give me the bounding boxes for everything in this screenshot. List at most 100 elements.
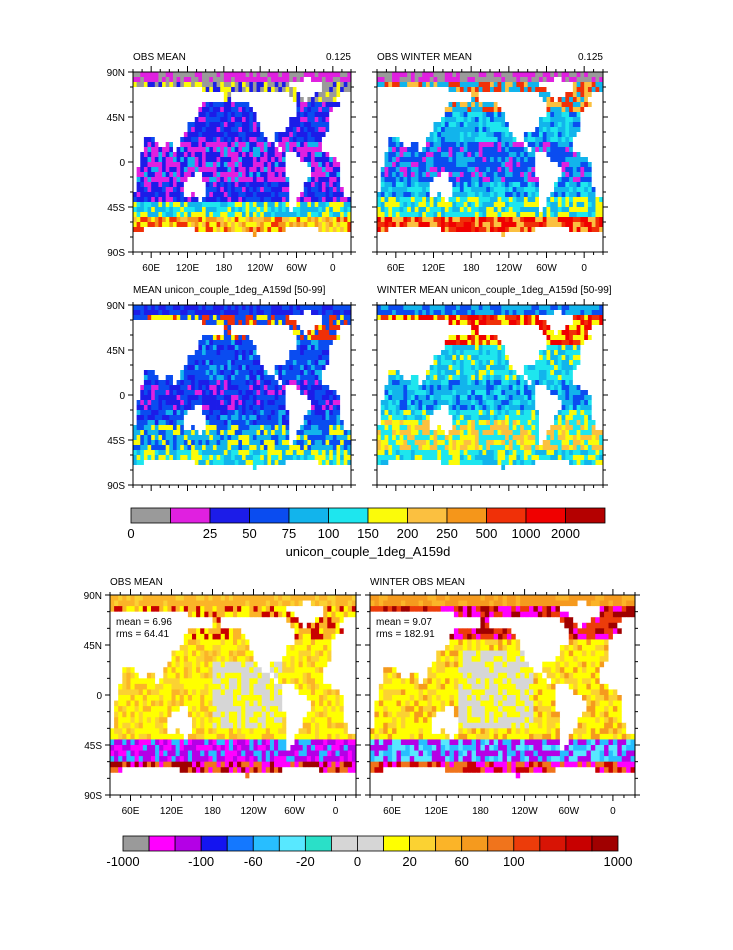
field-cell bbox=[547, 177, 551, 182]
field-cell bbox=[486, 157, 490, 162]
field-cell bbox=[547, 122, 551, 127]
field-cell bbox=[573, 227, 577, 232]
lon-tick-label: 60W bbox=[536, 263, 557, 274]
field-cell bbox=[520, 162, 524, 167]
field-cell bbox=[505, 117, 509, 122]
field-cell bbox=[418, 197, 422, 202]
field-cell bbox=[267, 237, 271, 242]
field-cell bbox=[275, 117, 279, 122]
field-cell bbox=[209, 207, 213, 212]
field-cell bbox=[445, 82, 449, 87]
field-cell bbox=[396, 177, 400, 182]
field-cell bbox=[227, 102, 231, 107]
field-cell bbox=[173, 72, 177, 77]
field-cell bbox=[547, 82, 551, 87]
field-cell bbox=[418, 242, 422, 247]
field-cell bbox=[151, 147, 155, 152]
field-cell bbox=[588, 172, 592, 177]
field-cell bbox=[501, 202, 505, 207]
field-cell bbox=[434, 122, 438, 127]
field-cell bbox=[452, 222, 456, 227]
field-cell bbox=[577, 192, 581, 197]
field-cell bbox=[144, 315, 148, 320]
field-cell bbox=[434, 117, 438, 122]
field-cell bbox=[253, 132, 257, 137]
field-cell bbox=[554, 112, 558, 117]
field-cell bbox=[501, 197, 505, 202]
field-cell bbox=[235, 232, 239, 237]
field-cell bbox=[133, 87, 137, 92]
field-cell bbox=[403, 172, 407, 177]
field-cell bbox=[322, 107, 326, 112]
field-cell bbox=[524, 132, 528, 137]
field-cell bbox=[415, 72, 419, 77]
field-cell bbox=[396, 167, 400, 172]
field-cell bbox=[304, 305, 308, 310]
field-cell bbox=[509, 227, 513, 232]
field-cell bbox=[452, 102, 456, 107]
field-cell bbox=[464, 132, 468, 137]
field-cell bbox=[209, 237, 213, 242]
field-cell bbox=[173, 97, 177, 102]
field-cell bbox=[524, 127, 528, 132]
field-cell bbox=[206, 340, 210, 345]
field-cell bbox=[509, 132, 513, 137]
field-cell bbox=[407, 122, 411, 127]
field-cell bbox=[452, 132, 456, 137]
field-cell bbox=[198, 77, 202, 82]
field-cell bbox=[257, 197, 261, 202]
field-cell bbox=[238, 320, 242, 325]
field-cell bbox=[426, 97, 430, 102]
field-cell bbox=[137, 335, 141, 340]
field-cell bbox=[238, 142, 242, 147]
field-cell bbox=[392, 137, 396, 142]
field-cell bbox=[535, 162, 539, 167]
field-cell bbox=[198, 305, 202, 310]
field-cell bbox=[516, 97, 520, 102]
field-cell bbox=[278, 87, 282, 92]
field-cell bbox=[315, 222, 319, 227]
field-cell bbox=[307, 325, 311, 330]
field-cell bbox=[524, 187, 528, 192]
field-cell bbox=[516, 87, 520, 92]
field-cell bbox=[242, 107, 246, 112]
field-cell bbox=[524, 177, 528, 182]
field-cell bbox=[278, 340, 282, 345]
field-cell bbox=[140, 167, 144, 172]
field-cell bbox=[184, 305, 188, 310]
field-cell bbox=[177, 152, 181, 157]
field-cell bbox=[326, 152, 330, 157]
field-cell bbox=[158, 192, 162, 197]
field-cell bbox=[434, 167, 438, 172]
field-cell bbox=[282, 305, 286, 310]
field-cell bbox=[385, 242, 389, 247]
field-cell bbox=[209, 102, 213, 107]
field-cell bbox=[188, 132, 192, 137]
field-cell bbox=[278, 237, 282, 242]
field-cell bbox=[460, 192, 464, 197]
field-cell bbox=[304, 335, 308, 340]
field-cell bbox=[411, 182, 415, 187]
field-cell bbox=[173, 207, 177, 212]
field-cell bbox=[392, 127, 396, 132]
field-cell bbox=[569, 187, 573, 192]
field-cell bbox=[133, 305, 137, 310]
field-cell bbox=[388, 147, 392, 152]
field-cell bbox=[452, 82, 456, 87]
field-cell bbox=[479, 202, 483, 207]
field-cell bbox=[333, 157, 337, 162]
field-cell bbox=[569, 237, 573, 242]
field-cell bbox=[184, 222, 188, 227]
field-cell bbox=[520, 72, 524, 77]
field-cell bbox=[206, 147, 210, 152]
field-cell bbox=[260, 227, 264, 232]
field-cell bbox=[580, 172, 584, 177]
field-cell bbox=[449, 242, 453, 247]
field-cell bbox=[133, 202, 137, 207]
field-cell bbox=[554, 132, 558, 137]
field-cell bbox=[385, 167, 389, 172]
field-cell bbox=[482, 77, 486, 82]
field-cell bbox=[344, 335, 348, 340]
field-cell bbox=[486, 172, 490, 177]
field-cell bbox=[278, 122, 282, 127]
